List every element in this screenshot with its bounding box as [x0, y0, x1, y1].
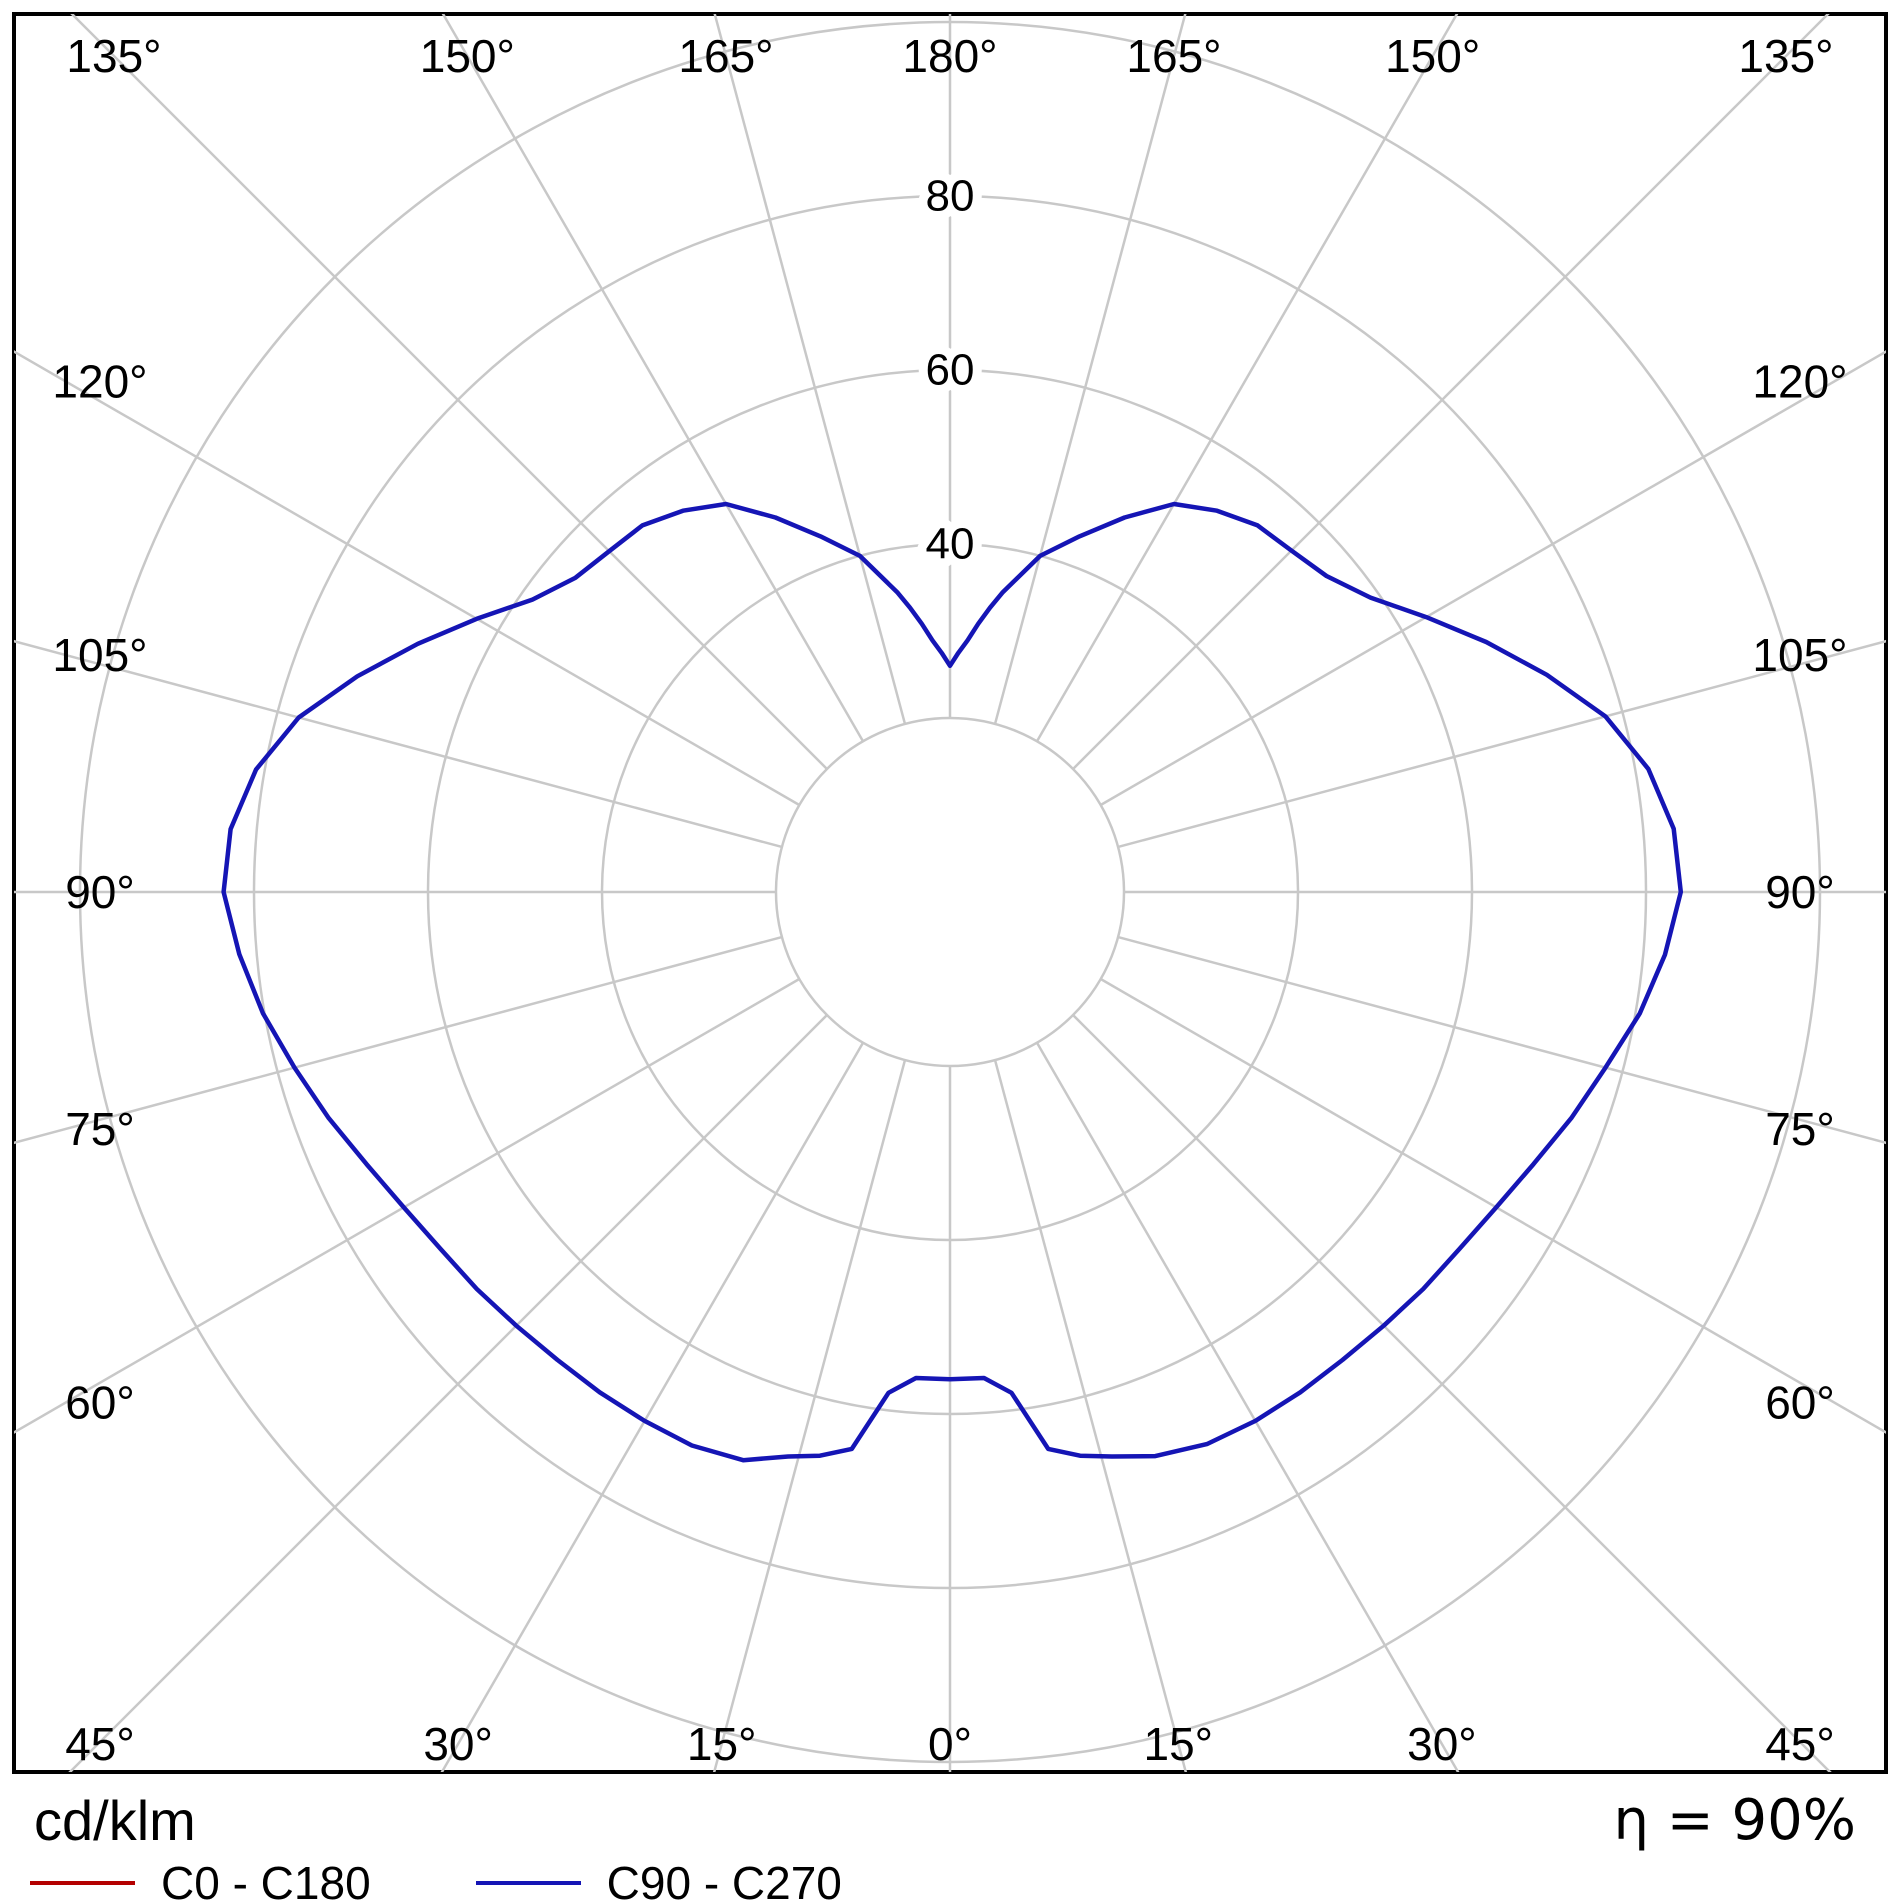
units-label: cd/klm: [34, 1789, 196, 1852]
grid-ring: [252, 194, 1648, 1590]
angle-tick-label: 45°: [1765, 1718, 1835, 1770]
angle-tick-label: 105°: [1752, 629, 1847, 681]
angle-tick-label: 90°: [65, 866, 135, 918]
angle-tick-label: 60°: [65, 1376, 135, 1428]
radial-tick-label: 60: [926, 346, 975, 395]
grid-spoke: [14, 935, 783, 1145]
grid-spoke: [712, 1059, 907, 1772]
grid-spoke: [1117, 935, 1886, 1145]
angle-tick-label: 60°: [1765, 1376, 1835, 1428]
angle-tick-label: 150°: [1385, 30, 1480, 82]
angle-tick-label: 135°: [1738, 30, 1833, 82]
angle-tick-label: 165°: [678, 30, 773, 82]
angle-tick-label: 75°: [65, 1103, 135, 1155]
radial-tick-labels: 40 60 80: [917, 163, 984, 578]
grid-spoke: [68, 1014, 828, 1772]
grid-ring: [600, 542, 1300, 1242]
grid-spoke: [713, 14, 907, 725]
grid-ring: [78, 20, 1822, 1764]
grid-ring: [426, 368, 1474, 1416]
angle-tick-label: 90°: [1765, 866, 1835, 918]
angle-tick-label: 30°: [1407, 1718, 1477, 1770]
angle-tick-label: 15°: [1144, 1718, 1214, 1770]
angle-tick-label: 135°: [66, 30, 161, 82]
angle-tick-label: 45°: [65, 1718, 135, 1770]
angle-tick-label: 120°: [1752, 356, 1847, 408]
grid-spoke: [441, 14, 865, 742]
grid-spoke: [993, 1059, 1188, 1772]
angle-tick-label: 165°: [1126, 30, 1221, 82]
grid-spoke: [1072, 14, 1830, 770]
grid-spoke: [70, 14, 828, 770]
angle-tick-label: 30°: [423, 1718, 493, 1770]
grid-spoke: [440, 1042, 865, 1772]
grid-spoke: [1035, 14, 1459, 742]
grid-spoke: [14, 977, 800, 1434]
grid-spoke: [993, 14, 1187, 725]
angle-tick-label: 15°: [687, 1718, 757, 1770]
grid-spoke: [1100, 350, 1886, 807]
grid-ring: [774, 716, 1126, 1068]
legend-line-c90-c270-icon: [475, 1881, 581, 1885]
legend-item-c0-c180: C0 - C180: [30, 1856, 371, 1900]
polar-grid-rings: [78, 20, 1822, 1764]
grid-spoke: [14, 350, 800, 807]
angle-tick-label: 105°: [52, 629, 147, 681]
angle-tick-label: 0°: [928, 1718, 972, 1770]
grid-spoke: [1100, 977, 1886, 1434]
angle-tick-label: 75°: [1765, 1103, 1835, 1155]
legend-line-c0-c180-icon: [30, 1881, 135, 1885]
legend-label-c0-c180: C0 - C180: [161, 1857, 371, 1900]
angle-tick-label: 180°: [902, 30, 997, 82]
radial-tick-label: 80: [926, 172, 975, 221]
legend: C0 - C180 C90 - C270: [30, 1856, 842, 1900]
angle-tick-labels: 0° 15° 15° 30° 30° 45° 45° 60° 60° 75° 75° 90° 90° 10…: [52, 30, 1847, 1770]
grid-spoke: [14, 639, 783, 849]
legend-label-c90-c270: C90 - C270: [606, 1857, 842, 1900]
legend-item-c90-c270: C90 - C270: [475, 1856, 842, 1900]
radial-tick-label: 40: [926, 520, 975, 569]
angle-tick-label: 150°: [420, 30, 515, 82]
grid-spoke: [1072, 1014, 1832, 1772]
intensity-curves: [221, 501, 1684, 1463]
grid-spoke: [1035, 1042, 1460, 1772]
efficiency-label: η = 90%: [1613, 1788, 1856, 1853]
grid-spoke: [1117, 639, 1886, 849]
curve-C90-C270: [221, 501, 1684, 1463]
angle-tick-label: 120°: [52, 356, 147, 408]
